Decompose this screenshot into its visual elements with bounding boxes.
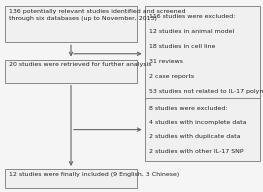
Text: 31 reviews: 31 reviews [149,59,183,64]
FancyBboxPatch shape [5,6,137,42]
Text: 4 studies with incomplete data: 4 studies with incomplete data [149,120,246,125]
Text: 53 studies not related to IL-17 polymorphism: 53 studies not related to IL-17 polymorp… [149,89,263,94]
Text: 12 studies were finally included (9 English, 3 Chinese): 12 studies were finally included (9 Engl… [9,172,179,177]
FancyBboxPatch shape [145,6,260,102]
Text: 2 studies with duplicate data: 2 studies with duplicate data [149,134,240,139]
Text: 136 potentially relevant studies identified and screened
through six databases (: 136 potentially relevant studies identif… [9,9,186,21]
Text: 2 studies with other IL-17 SNP: 2 studies with other IL-17 SNP [149,149,243,154]
FancyBboxPatch shape [145,98,260,161]
Text: 12 studies in animal model: 12 studies in animal model [149,29,234,34]
Text: 116 studies were excluded:: 116 studies were excluded: [149,14,235,19]
Text: 20 studies were retrieved for further analysis: 20 studies were retrieved for further an… [9,62,152,67]
Text: 8 studies were excluded:: 8 studies were excluded: [149,105,227,111]
Text: 2 case reports: 2 case reports [149,74,194,79]
FancyBboxPatch shape [5,169,137,188]
Text: 18 studies in cell line: 18 studies in cell line [149,44,215,49]
FancyBboxPatch shape [5,60,137,83]
